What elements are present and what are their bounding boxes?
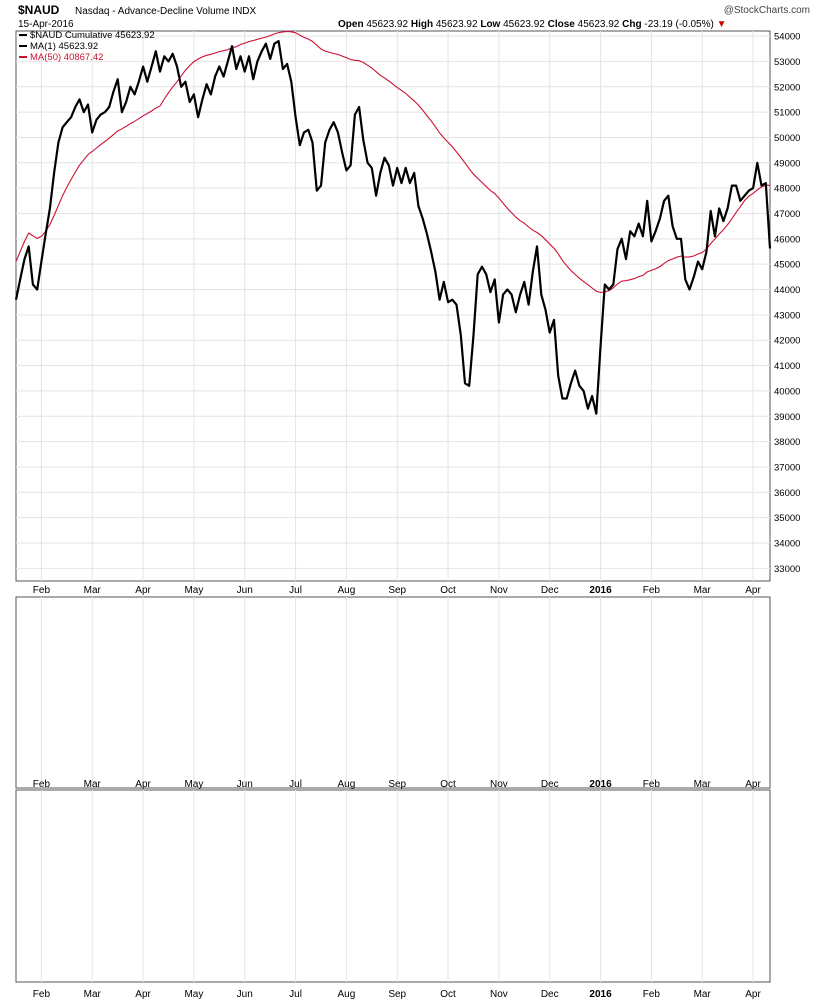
x-axis-month-label: Mar [84,585,102,596]
x-axis-month-label: Aug [338,989,356,1000]
y-tick-label: 44000 [774,285,800,296]
x-axis-month-label: Aug [338,585,356,596]
chart-date: 15-Apr-2016 [18,19,74,30]
y-tick-label: 52000 [774,82,800,93]
legend-entry: MA(50) 40867.42 [30,52,103,63]
x-axis-month-label: Oct [440,779,456,790]
x-axis-month-label: Jun [237,585,253,596]
x-axis-year-label: 2016 [589,779,612,790]
x-axis-month-label: Jun [237,989,253,1000]
x-axis-month-label: Feb [643,779,661,790]
x-axis-month-label: Mar [694,585,712,596]
y-tick-label: 49000 [774,158,800,169]
x-axis-year-label: 2016 [589,585,612,596]
x-axis-month-label: Nov [490,779,508,790]
x-axis-year-label: 2016 [589,989,612,1000]
x-axis-month-label: Sep [388,989,406,1000]
x-axis-month-label: Jul [289,779,302,790]
x-axis-month-label: Aug [338,779,356,790]
y-tick-label: 46000 [774,234,800,245]
x-axis-month-label: Dec [541,779,559,790]
y-tick-label: 50000 [774,133,800,144]
symbol-title: $NAUD [18,3,60,17]
x-axis-month-label: Feb [643,989,661,1000]
y-tick-label: 53000 [774,57,800,68]
x-axis-month-label: Jun [237,779,253,790]
x-axis-month-label: May [184,585,203,596]
y-tick-label: 45000 [774,260,800,271]
y-tick-label: 43000 [774,310,800,321]
x-axis-month-label: Feb [33,779,51,790]
ma10-panel-frame [15,789,771,983]
x-axis-month-label: Mar [84,779,102,790]
y-tick-label: 47000 [774,209,800,220]
y-tick-label: 41000 [774,361,800,372]
x-axis-month-label: Jul [289,585,302,596]
ma200-panel-frame [15,596,771,789]
x-axis-month-label: Apr [135,779,151,790]
y-tick-label: 34000 [774,538,800,549]
y-tick-label: 40000 [774,386,800,397]
y-tick-label: 54000 [774,32,800,43]
x-axis-month-label: Oct [440,989,456,1000]
legend-entry: MA(1) 45623.92 [30,41,98,52]
price-panel-frame [15,30,771,582]
watermark: @StockCharts.com [724,5,810,16]
y-tick-label: 39000 [774,412,800,423]
x-axis-month-label: Feb [643,585,661,596]
x-axis-month-label: Apr [135,989,151,1000]
x-axis-month-label: Jul [289,989,302,1000]
symbol-description: Nasdaq - Advance-Decline Volume INDX [75,6,257,17]
x-axis-month-label: Mar [694,779,712,790]
x-axis-month-label: Apr [745,989,761,1000]
x-axis-month-label: Sep [388,585,406,596]
x-axis-month-label: May [184,989,203,1000]
y-tick-label: 48000 [774,184,800,195]
x-axis-month-label: Sep [388,779,406,790]
y-tick-label: 36000 [774,488,800,499]
x-axis-month-label: Nov [490,989,508,1000]
y-tick-label: 42000 [774,336,800,347]
y-tick-label: 35000 [774,513,800,524]
x-axis-month-label: Mar [84,989,102,1000]
x-axis-month-label: Mar [694,989,712,1000]
x-axis-month-label: Feb [33,989,51,1000]
price-line [14,39,772,415]
x-axis-month-label: Apr [745,779,761,790]
y-tick-label: 51000 [774,108,800,119]
x-axis-month-label: May [184,779,203,790]
x-axis-month-label: Feb [33,585,51,596]
y-tick-label: 38000 [774,437,800,448]
legend-entry: $NAUD Cumulative 45623.92 [30,30,155,41]
x-axis-month-label: Nov [490,585,508,596]
x-axis-month-label: Apr [135,585,151,596]
y-tick-label: 37000 [774,462,800,473]
ma50-line [15,30,771,294]
x-axis-month-label: Dec [541,585,559,596]
ohlc-readout: Open 45623.92 High 45623.92 Low 45623.92… [338,19,727,30]
y-tick-label: 33000 [774,564,800,575]
x-axis-month-label: Dec [541,989,559,1000]
x-axis-month-label: Apr [745,585,761,596]
x-axis-month-label: Oct [440,585,456,596]
